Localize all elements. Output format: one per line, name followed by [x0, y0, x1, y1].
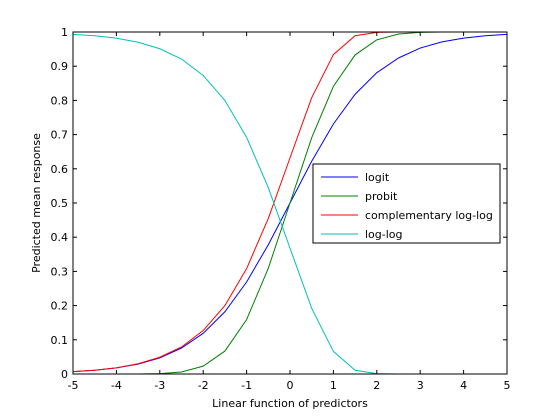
x-tick-label: 0 [287, 379, 294, 392]
y-tick-label: 0.7 [51, 129, 69, 142]
y-tick-label: 0.4 [51, 231, 69, 244]
y-tick-label: 0.1 [51, 334, 69, 347]
legend-label: logit [365, 171, 390, 184]
y-tick-label: 0.3 [51, 265, 69, 278]
y-tick-label: 0.6 [51, 163, 69, 176]
legend-label: complementary log-log [365, 209, 493, 222]
x-tick-label: 3 [417, 379, 424, 392]
x-tick-label: -1 [241, 379, 252, 392]
y-tick-label: 0.8 [51, 94, 69, 107]
x-tick-label: 2 [373, 379, 380, 392]
legend: logit probit complementary log-log log-log [312, 163, 501, 244]
y-tick-label: 0 [61, 368, 68, 381]
y-axis-label: Predicted mean response [30, 133, 43, 273]
x-tick-label: -5 [68, 379, 79, 392]
y-tick-label: 0.9 [51, 60, 69, 73]
y-tick-label: 1 [61, 26, 68, 39]
y-tick-label: 0.2 [51, 300, 69, 313]
x-axis-label: Linear function of predictors [212, 397, 368, 410]
x-tick-label: -3 [154, 379, 165, 392]
legend-label: probit [365, 190, 398, 203]
axes-layer: -5 -4 -3 -2 -1 0 1 2 3 4 5 0 0.1 0.2 0.3 0.4 0.5 0.6 0.7 0.… [51, 26, 511, 392]
legend-label: log-log [365, 228, 403, 241]
x-tick-label: 4 [460, 379, 467, 392]
legend-box [312, 163, 501, 244]
y-tick-label: 0.5 [51, 197, 69, 210]
x-tick-label: 5 [504, 379, 511, 392]
x-tick-label: 1 [330, 379, 337, 392]
x-tick-label: -2 [198, 379, 209, 392]
x-tick-label: -4 [111, 379, 122, 392]
